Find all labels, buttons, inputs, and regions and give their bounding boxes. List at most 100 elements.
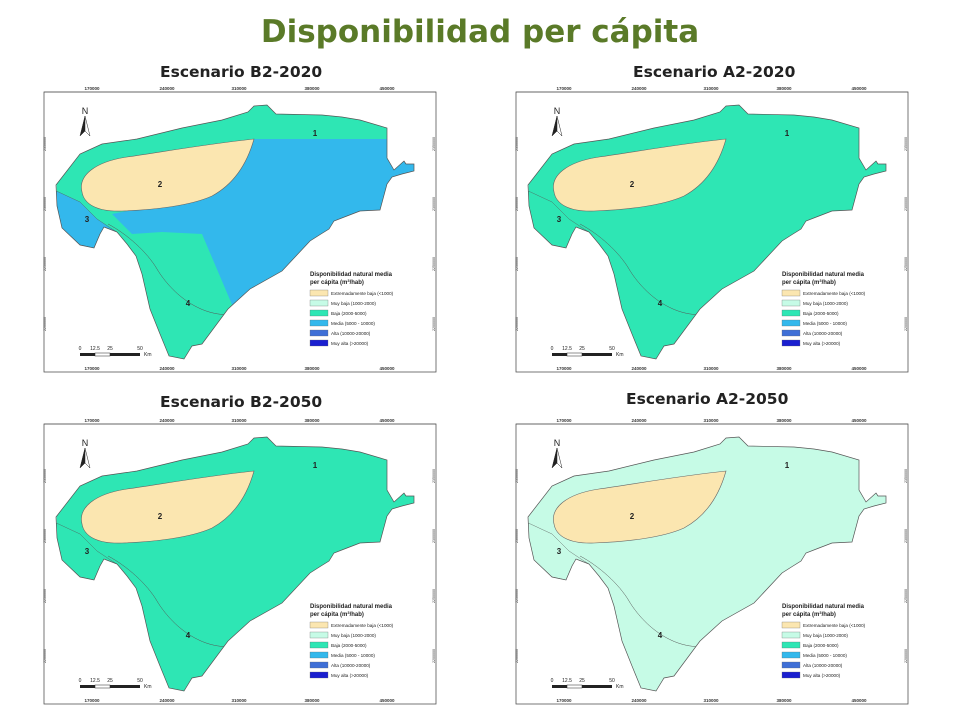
legend-title-line1: Disponibilidad natural media (310, 604, 393, 610)
legend-item-label: Media (5000 - 10000) (331, 653, 375, 658)
zone-label-2: 2 (630, 512, 635, 521)
zone-label-2: 2 (158, 180, 163, 189)
legend-item-label: Media (5000 - 10000) (803, 653, 847, 658)
north-arrow-icon: N (79, 438, 91, 469)
bottom-tick-label: 170000 (84, 366, 100, 371)
legend-swatch (781, 651, 801, 659)
zone-4-boundary (579, 223, 709, 315)
scenario-label-a2-2050: Escenario A2-2050 (626, 390, 789, 408)
state-map (528, 105, 886, 359)
zone-2-area (81, 138, 255, 212)
state-map (528, 437, 886, 691)
map-svg: 170000 170000 240000 240000 310000 310000 3800… (43, 418, 437, 705)
zone-label-1: 1 (785, 129, 790, 138)
scale-label: 50 (609, 346, 615, 352)
top-tick-label: 310000 (231, 86, 247, 91)
zone-4-boundary (107, 555, 237, 647)
legend-item-label: Extremadamente baja (<1000) (803, 291, 866, 296)
legend-swatch (781, 621, 801, 629)
scale-label: 0 (551, 346, 554, 352)
bottom-tick-label: 170000 (84, 698, 100, 703)
legend-item-label: Alta (10000-20000) (803, 331, 843, 336)
scale-label: 50 (609, 678, 615, 684)
zone-label-1: 1 (785, 461, 790, 470)
left-tick-label: 2200000 (43, 649, 47, 663)
right-tick-label: 2200000 (432, 317, 436, 331)
top-tick-label: 240000 (159, 86, 175, 91)
legend-item-label: Baja (2000-5000) (803, 311, 839, 316)
map-svg: 170000 170000 240000 240000 310000 310000 3800… (43, 86, 437, 373)
legend-swatch (309, 329, 329, 337)
bottom-tick-label: 310000 (231, 366, 247, 371)
right-tick-label: 2250000 (432, 257, 436, 271)
left-tick-label: 2200000 (515, 317, 519, 331)
right-tick-label: 2350000 (432, 137, 436, 151)
top-tick-label: 170000 (84, 418, 100, 423)
top-tick-label: 170000 (84, 86, 100, 91)
top-tick-label: 380000 (304, 418, 320, 423)
legend-swatch (781, 661, 801, 669)
north-arrow-icon: N (551, 438, 563, 469)
scale-unit: Km (144, 684, 152, 690)
bottom-tick-label: 310000 (703, 366, 719, 371)
legend-item-label: Muy alta (>20000) (803, 673, 841, 678)
right-tick-label: 2250000 (904, 589, 908, 603)
bottom-tick-label: 240000 (631, 698, 647, 703)
bottom-tick-label: 380000 (304, 698, 320, 703)
right-tick-label: 2250000 (432, 589, 436, 603)
legend-swatch (781, 289, 801, 297)
legend-swatch (781, 671, 801, 679)
left-tick-label: 2200000 (515, 649, 519, 663)
scale-label: 0 (551, 678, 554, 684)
scale-unit: Km (616, 352, 624, 358)
bottom-tick-label: 450000 (379, 698, 395, 703)
scale-label: 12.5 (562, 346, 572, 352)
zone-central-area (112, 471, 414, 646)
top-tick-label: 380000 (304, 86, 320, 91)
zone-label-1: 1 (313, 461, 318, 470)
zone-label-4: 4 (186, 299, 191, 308)
top-tick-label: 240000 (631, 418, 647, 423)
scale-label: 0 (79, 346, 82, 352)
bottom-tick-label: 310000 (703, 698, 719, 703)
legend-swatch (309, 661, 329, 669)
legend-item-label: Media (5000 - 10000) (803, 321, 847, 326)
zone-label-3: 3 (85, 547, 90, 556)
legend-swatch (309, 621, 329, 629)
left-tick-label: 2300000 (43, 197, 47, 211)
legend-title-line2: per cápita (m3/hab) (310, 278, 364, 287)
right-tick-label: 2200000 (904, 649, 908, 663)
legend-item-label: Alta (10000-20000) (803, 663, 843, 668)
right-tick-label: 2300000 (904, 529, 908, 543)
scale-unit: Km (616, 684, 624, 690)
legend-swatch (781, 319, 801, 327)
top-tick-label: 170000 (556, 86, 572, 91)
bottom-tick-label: 170000 (556, 698, 572, 703)
legend-title-line2: per cápita (m3/hab) (782, 278, 836, 287)
state-outline (55, 104, 415, 360)
left-tick-label: 2350000 (43, 469, 47, 483)
left-tick-label: 2350000 (43, 137, 47, 151)
top-tick-label: 380000 (776, 418, 792, 423)
left-tick-label: 2350000 (515, 137, 519, 151)
zone-label-3: 3 (557, 547, 562, 556)
zone-label-3: 3 (85, 215, 90, 224)
left-tick-label: 2300000 (515, 197, 519, 211)
legend-item-label: Extremadamente baja (<1000) (331, 291, 394, 296)
north-label: N (82, 438, 89, 448)
scenario-label-b2-2050: Escenario B2-2050 (160, 393, 323, 411)
zone-label-4: 4 (658, 631, 663, 640)
state-map (56, 437, 414, 691)
page-title: Disponibilidad per cápita (260, 14, 700, 50)
top-tick-label: 310000 (231, 418, 247, 423)
map-panel-b2-2050: 170000 170000 240000 240000 310000 310000 3800… (42, 416, 442, 706)
top-tick-label: 450000 (379, 418, 395, 423)
scale-label: 50 (137, 346, 143, 352)
north-arrow-icon: N (551, 106, 563, 137)
legend-item-label: Muy alta (>20000) (331, 341, 369, 346)
map-panel-a2-2020: 170000 170000 240000 240000 310000 310000 3800… (514, 84, 914, 374)
left-tick-label: 2200000 (43, 317, 47, 331)
bottom-tick-label: 170000 (556, 366, 572, 371)
